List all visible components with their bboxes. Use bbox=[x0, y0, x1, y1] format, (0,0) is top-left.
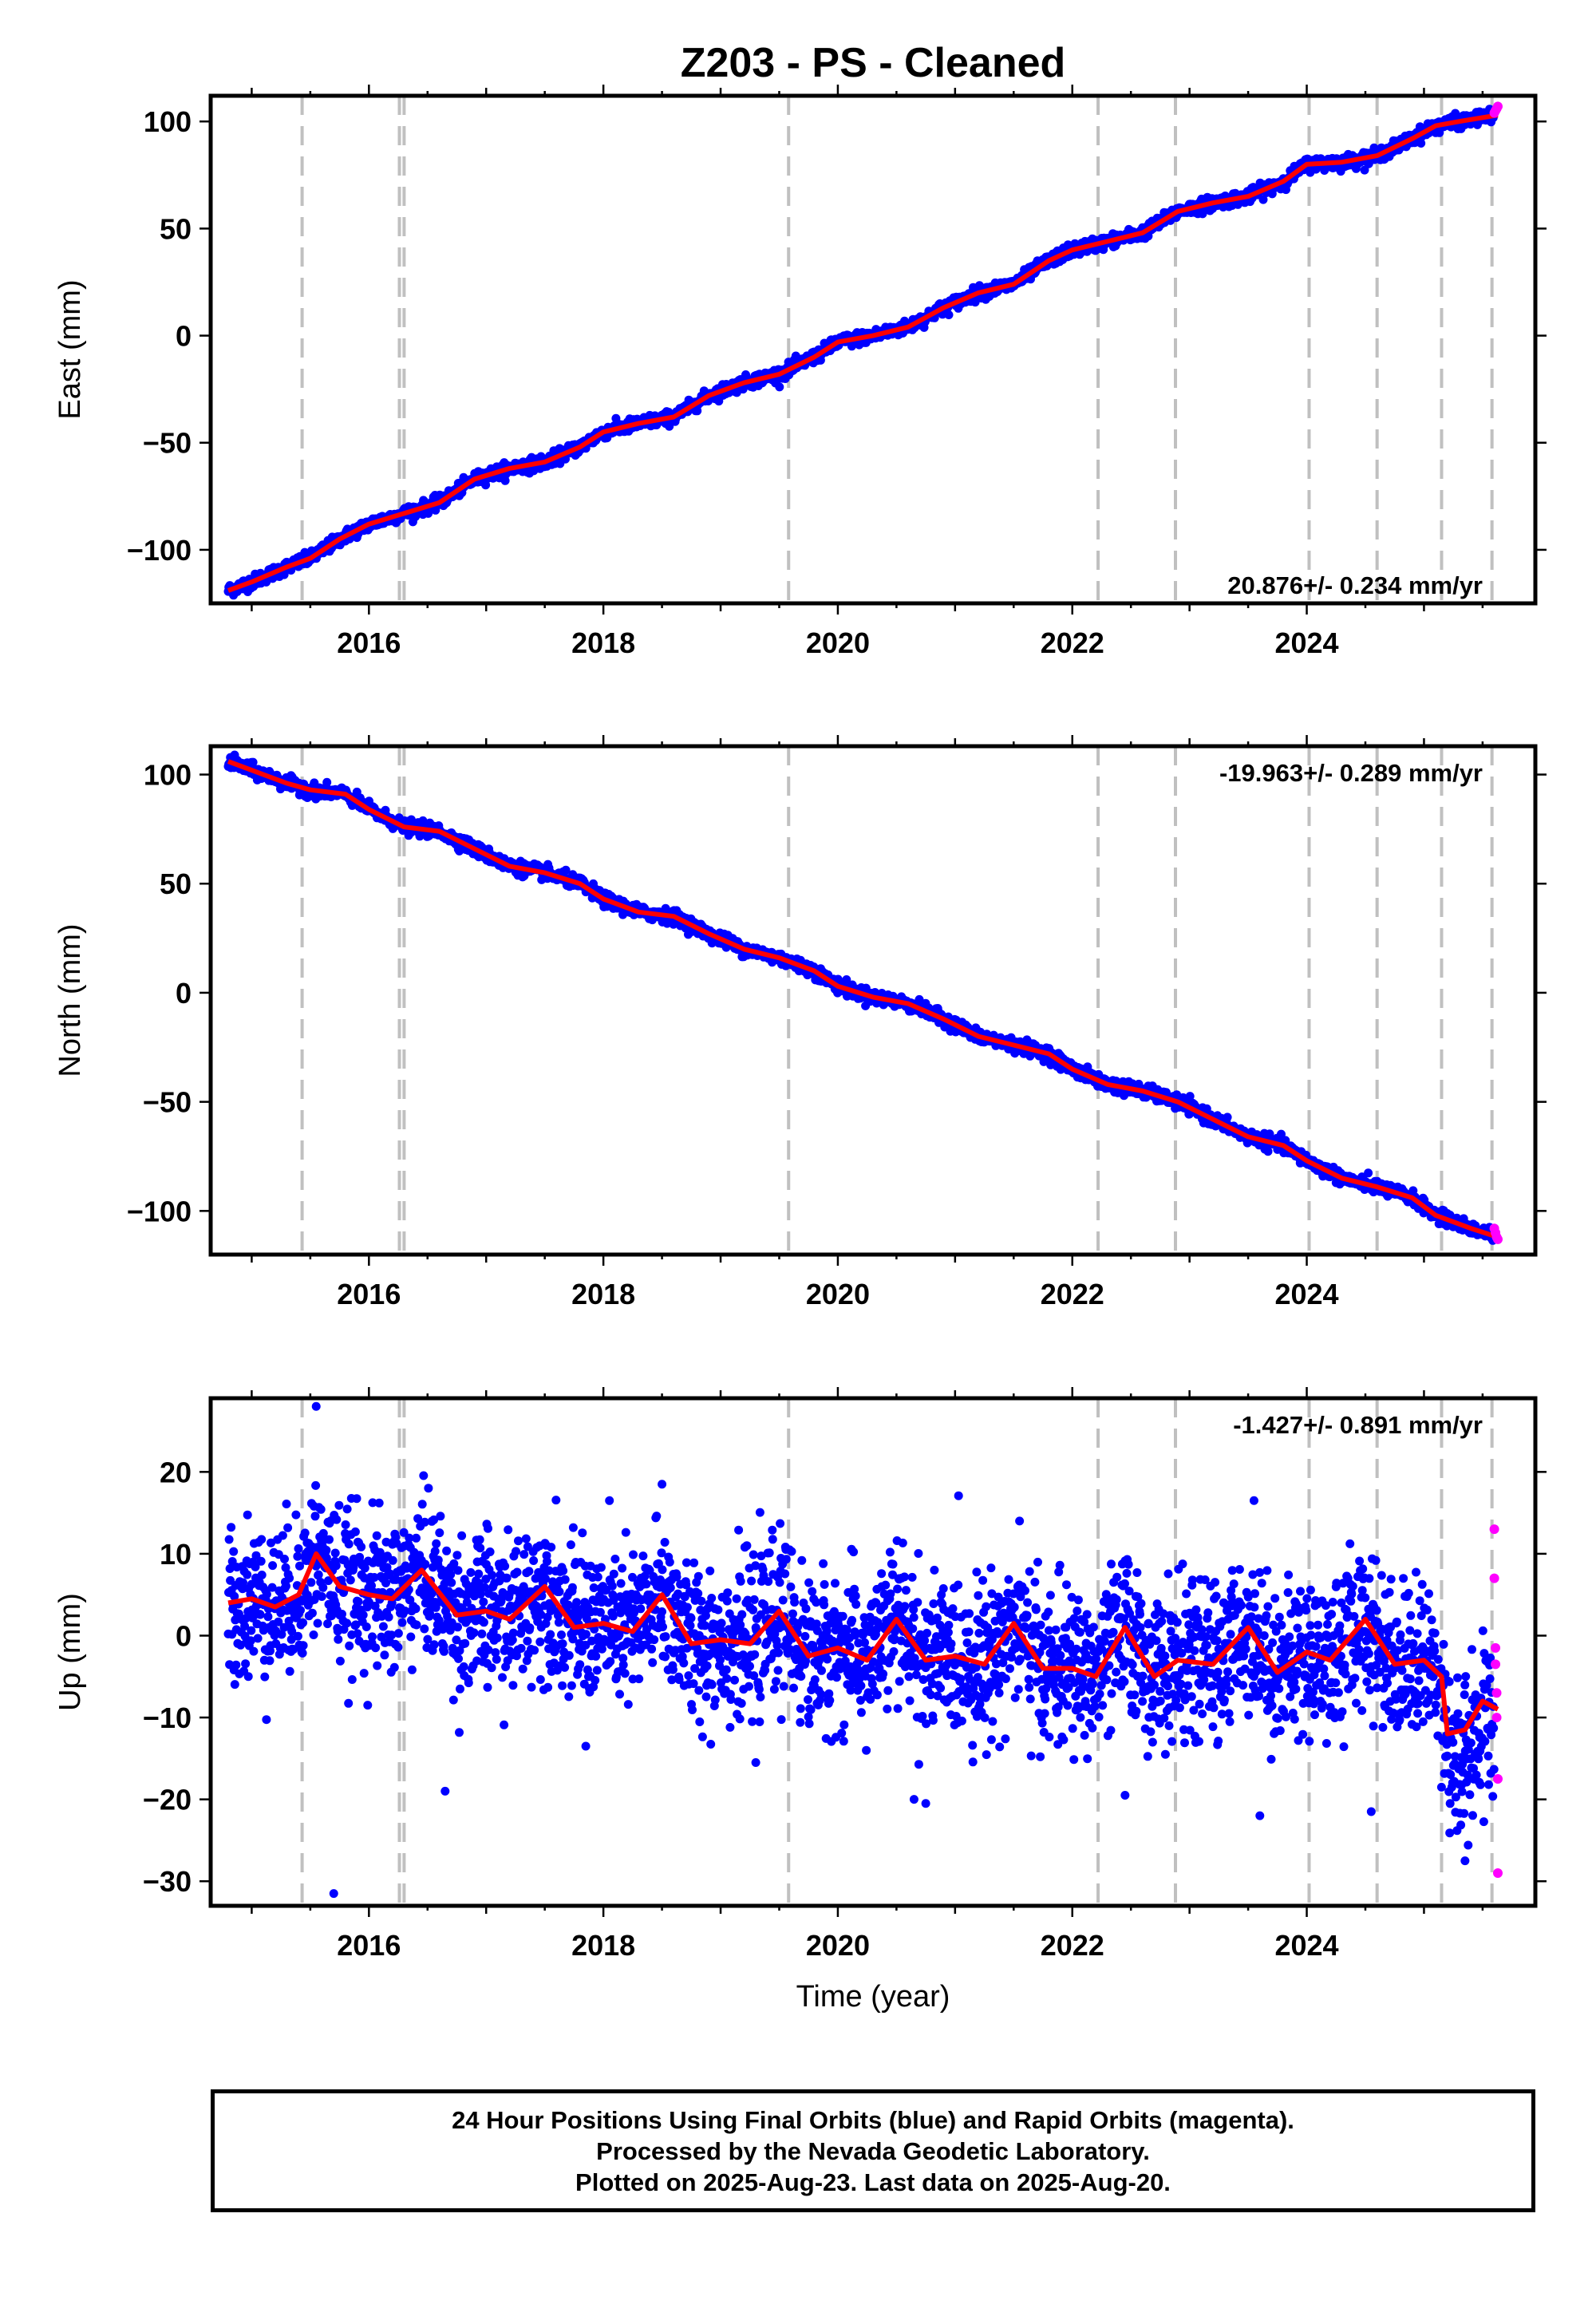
east-panel: 2016 2018 2020 2022 2024 −100 −50 0 50 100 East (m… bbox=[53, 85, 1547, 659]
final-orbit-points bbox=[224, 751, 1499, 1245]
rate-label: 20.876+/- 0.234 mm/yr bbox=[1227, 571, 1483, 599]
y-tick-label: 50 bbox=[160, 212, 192, 245]
y-axis-label: North (mm) bbox=[53, 923, 87, 1077]
x-tick-label: 2020 bbox=[806, 1278, 870, 1310]
y-tick-label: 0 bbox=[176, 977, 192, 1010]
y-tick-label: −50 bbox=[143, 427, 192, 460]
x-tick-label: 2018 bbox=[571, 1278, 635, 1310]
y-tick-label: −50 bbox=[143, 1086, 192, 1119]
y-tick-label: −100 bbox=[127, 534, 192, 567]
x-tick-label: 2018 bbox=[571, 626, 635, 659]
final-orbit-point bbox=[775, 382, 784, 391]
final-orbit-point bbox=[1223, 1113, 1232, 1121]
final-orbit-point bbox=[227, 1523, 235, 1532]
x-tick-label: 2024 bbox=[1274, 1278, 1338, 1310]
final-orbit-point bbox=[945, 310, 954, 319]
x-tick-label: 2024 bbox=[1274, 626, 1338, 659]
north-panel: 2016 2018 2020 2022 2024 −100 −50 0 50 100 North (… bbox=[53, 735, 1547, 1310]
x-tick-label: 2020 bbox=[806, 626, 870, 659]
x-tick-label: 2022 bbox=[1041, 1278, 1104, 1310]
x-tick-label: 2016 bbox=[337, 626, 401, 659]
x-tick-label: 2022 bbox=[1041, 626, 1104, 659]
y-tick-label: 50 bbox=[160, 868, 192, 900]
y-axis-label: East (mm) bbox=[53, 279, 87, 419]
chart-title: Z203 - PS - Cleaned bbox=[681, 40, 1066, 86]
final-orbit-point bbox=[231, 1680, 239, 1689]
final-orbit-point bbox=[1364, 1168, 1373, 1177]
y-tick-label: 100 bbox=[144, 105, 192, 138]
final-orbit-point bbox=[229, 1547, 238, 1556]
rapid-orbit-point bbox=[1493, 1235, 1503, 1244]
y-tick-label: 0 bbox=[176, 320, 192, 353]
rate-label: -19.963+/- 0.289 mm/yr bbox=[1219, 759, 1483, 787]
x-tick-label: 2016 bbox=[337, 1278, 401, 1310]
y-tick-label: −100 bbox=[127, 1195, 192, 1227]
final-orbit-point bbox=[225, 1535, 234, 1544]
final-orbit-points bbox=[224, 105, 1499, 599]
final-orbit-point bbox=[1264, 1147, 1273, 1156]
y-tick-label: 100 bbox=[144, 759, 192, 792]
rapid-orbit-point bbox=[1493, 101, 1503, 111]
